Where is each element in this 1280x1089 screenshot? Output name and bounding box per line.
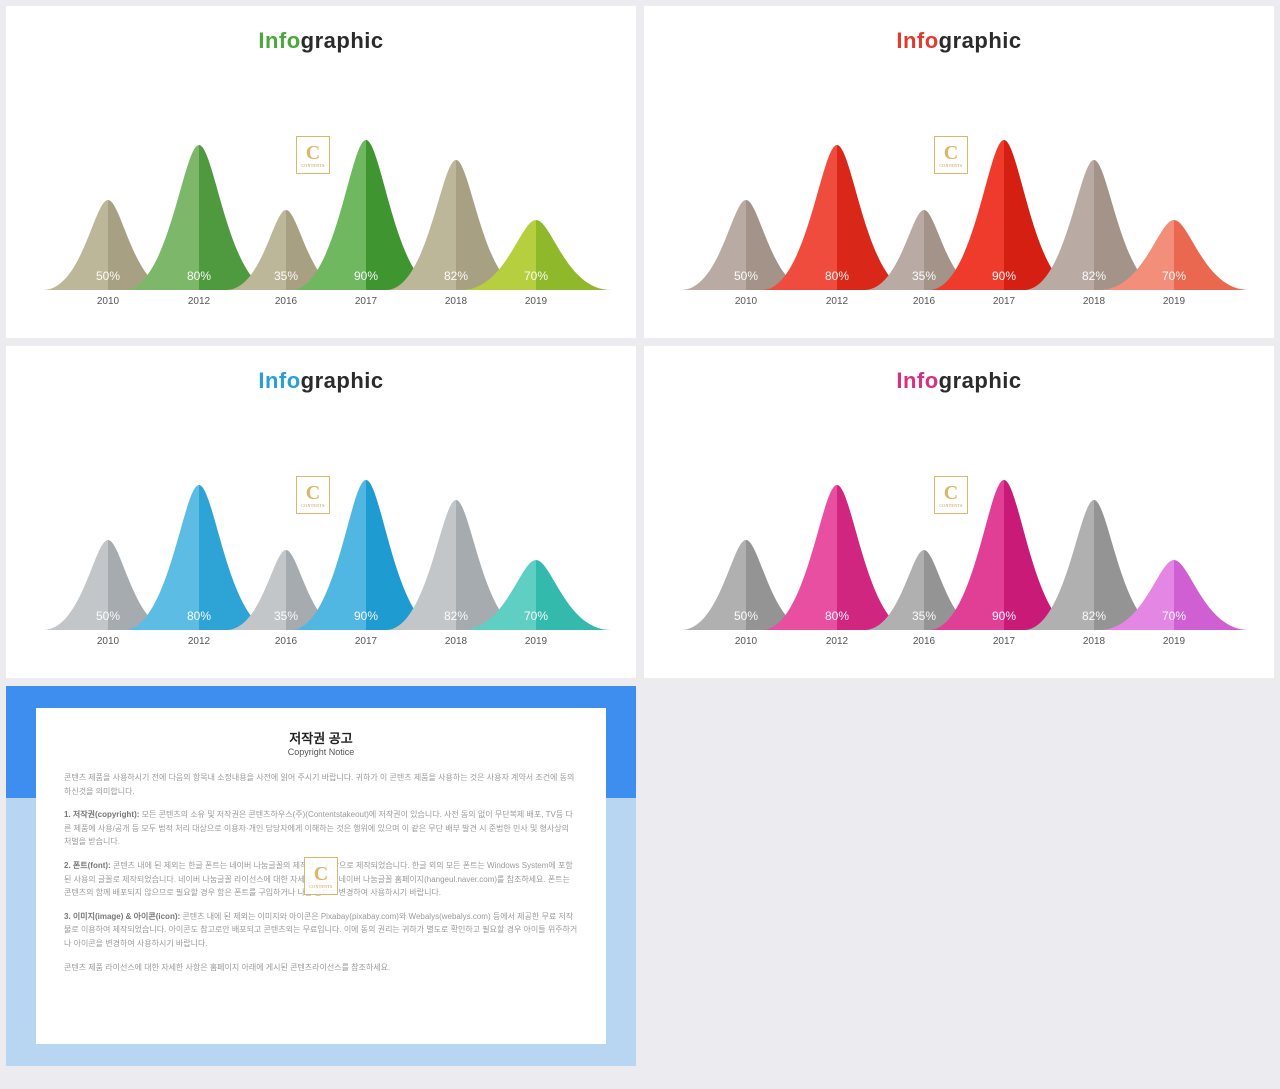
x-axis-label: 2019	[1114, 636, 1234, 647]
notice-title: 저작권 공고	[64, 728, 578, 747]
title-accent: Info	[896, 368, 938, 393]
title-accent: Info	[896, 28, 938, 53]
title-accent: Info	[258, 368, 300, 393]
panel-title: Infographic	[6, 6, 636, 54]
notice-paragraph: 1. 저작권(copyright): 모든 콘텐츠의 소유 및 저작권은 콘텐츠…	[64, 808, 578, 849]
title-rest: graphic	[301, 368, 384, 393]
x-axis: 201020122016201720182019	[644, 636, 1274, 654]
x-axis: 201020122016201720182019	[6, 636, 636, 654]
title-rest: graphic	[939, 368, 1022, 393]
chart-area: 50% 80% 35% 90% 82% 70%20102012201620172…	[644, 78, 1274, 338]
infographic-panel: Infographic 50% 80% 35% 90% 82% 70%20102…	[644, 6, 1274, 338]
hump	[1099, 220, 1249, 290]
notice-paragraph: 콘텐츠 제품을 사용하시기 전에 다음의 항목내 소정내용을 사전에 읽어 주시…	[64, 771, 578, 798]
hump	[1099, 560, 1249, 630]
title-rest: graphic	[301, 28, 384, 53]
title-rest: graphic	[939, 28, 1022, 53]
x-axis-label: 2019	[1114, 296, 1234, 307]
panel-title: Infographic	[6, 346, 636, 394]
empty-panel	[644, 686, 1274, 1066]
watermark: CCONTENTS	[304, 857, 338, 895]
chart-area: 50% 80% 35% 90% 82% 70%20102012201620172…	[6, 418, 636, 678]
panel-title: Infographic	[644, 6, 1274, 54]
notice-paragraph: 3. 이미지(image) & 아이콘(icon): 콘텐츠 내에 된 제외는 …	[64, 910, 578, 951]
x-axis: 201020122016201720182019	[644, 296, 1274, 314]
infographic-panel: Infographic 50% 80% 35% 90% 82% 70%20102…	[6, 6, 636, 338]
x-axis-label: 2019	[476, 636, 596, 647]
panel-title: Infographic	[644, 346, 1274, 394]
title-accent: Info	[258, 28, 300, 53]
copyright-notice-panel: 저작권 공고 Copyright Notice 콘텐츠 제품을 사용하시기 전에…	[6, 686, 636, 1066]
chart-area: 50% 80% 35% 90% 82% 70%20102012201620172…	[644, 418, 1274, 678]
notice-subtitle: Copyright Notice	[64, 747, 578, 757]
infographic-panel: Infographic 50% 80% 35% 90% 82% 70%20102…	[6, 346, 636, 678]
hump	[461, 560, 611, 630]
chart-area: 50% 80% 35% 90% 82% 70%20102012201620172…	[6, 78, 636, 338]
x-axis: 201020122016201720182019	[6, 296, 636, 314]
notice-paragraph: 콘텐츠 제품 라이선스에 대한 자세한 사항은 홈페이지 아래에 게시된 콘텐츠…	[64, 961, 578, 975]
hump	[461, 220, 611, 290]
x-axis-label: 2019	[476, 296, 596, 307]
infographic-panel: Infographic 50% 80% 35% 90% 82% 70%20102…	[644, 346, 1274, 678]
